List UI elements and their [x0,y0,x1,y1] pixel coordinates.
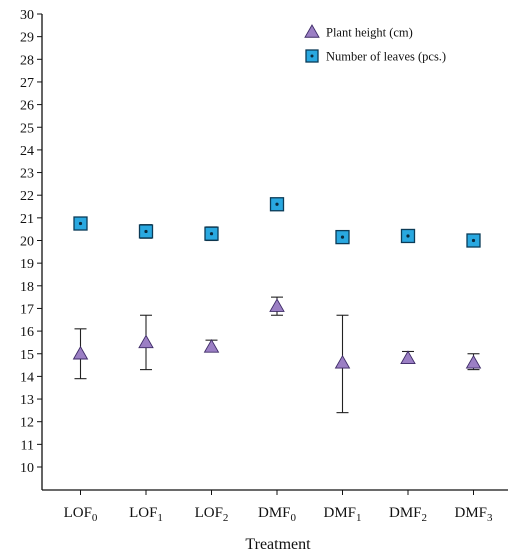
legend: Plant height (cm) Number of leaves (pcs.) [304,24,446,64]
data-point-center-dot [340,235,345,239]
marks [72,197,482,414]
y-tick-label: 18 [20,280,34,295]
data-point-center-dot [406,234,410,238]
data-point-triangle [72,345,89,360]
data-point-triangle [203,339,220,353]
axes: 10 11 12 13 14 15 16 17 18 19 20 21 22 23 24 25 26 27 28 29… [20,8,508,524]
data-point-triangle [269,298,285,312]
x-tick-label: DMF2 [389,505,427,524]
data-point-triangle [138,334,154,349]
x-tick-label: DMF3 [454,505,493,524]
y-tick-label: 23 [20,167,34,182]
data-point-triangle [465,354,482,369]
y-tick-label: 17 [20,302,34,317]
legend-label: Plant height (cm) [326,26,413,40]
data-point-triangle [400,350,416,364]
x-tick-label: DMF0 [258,505,297,524]
data-point-center-dot [209,232,214,236]
y-tick-label: 21 [20,212,34,227]
series-number-of-leaves [73,197,481,248]
y-tick-label: 28 [20,53,34,68]
x-tick-label: LOF2 [195,505,229,524]
legend-marker-triangle [304,24,320,38]
y-tick-label: 29 [20,31,34,46]
y-tick-label: 22 [20,189,34,204]
x-tick-label: DMF1 [323,505,361,524]
y-tick-label: 16 [20,325,34,340]
data-point-center-dot [144,229,148,234]
y-tick-label: 13 [20,393,34,408]
x-tick-label: LOF1 [129,505,163,524]
y-tick-label: 24 [20,144,34,159]
data-point-center-dot [275,202,279,206]
y-tick-label: 27 [20,76,34,91]
y-tick-label: 12 [20,416,34,431]
legend-marker-center-dot [310,54,314,58]
y-tick-label: 11 [21,438,34,453]
y-tick-label: 25 [20,121,34,136]
data-point-center-dot [471,238,476,243]
x-axis-label: Treatment [245,536,311,552]
x-tick-label: LOF0 [64,505,98,524]
y-tick-label: 10 [20,461,34,476]
y-tick-label: 19 [20,257,34,272]
y-tick-label: 15 [20,348,34,363]
y-tick-label: 20 [20,235,34,250]
data-point-center-dot [78,221,83,226]
y-tick-label: 26 [20,99,34,114]
legend-label: Number of leaves (pcs.) [326,50,446,64]
y-tick-label: 30 [20,8,34,23]
series-plant-height [72,296,482,414]
y-tick-label: 14 [20,370,34,385]
data-point-triangle [334,354,351,369]
